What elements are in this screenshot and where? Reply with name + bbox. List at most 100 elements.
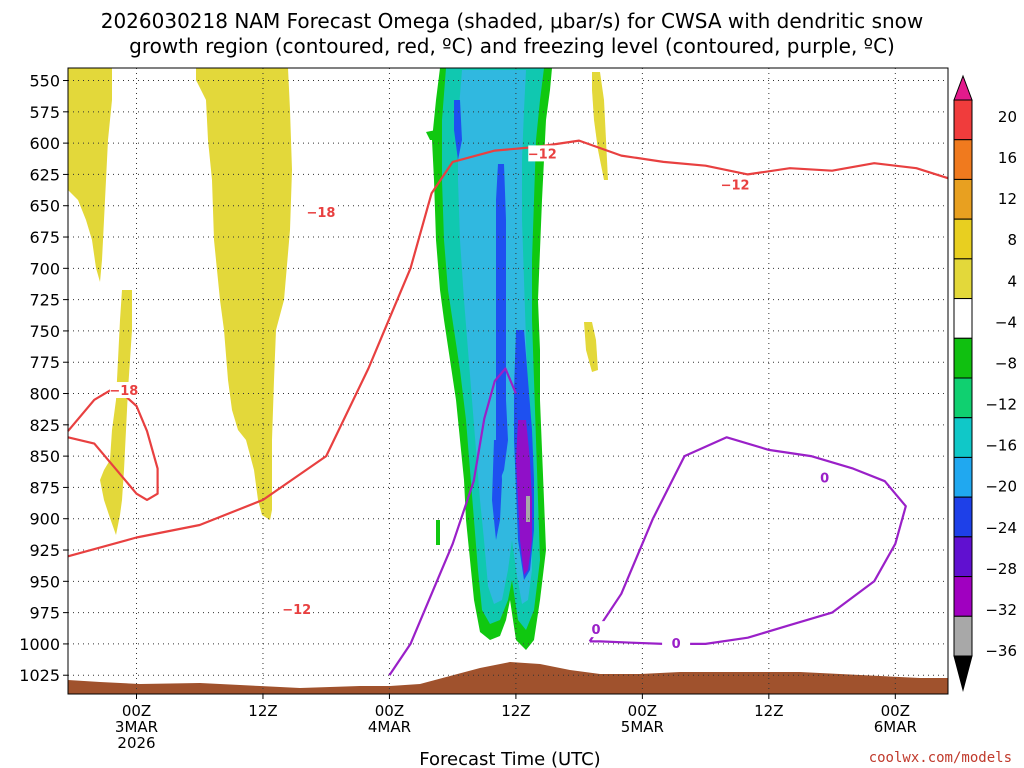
y-tick-label: 925: [29, 541, 60, 560]
colorbar-label: −12: [985, 396, 1017, 414]
y-tick-label: 625: [29, 165, 60, 184]
contour-label-bg: [306, 204, 335, 221]
contour-label-bg: [721, 176, 750, 193]
x-tick-label: 2026: [117, 734, 155, 752]
contour-label: −12: [282, 603, 311, 618]
colorbar-label: −28: [985, 560, 1017, 578]
y-tick-label: 550: [29, 72, 60, 91]
x-tick-label: 6MAR: [874, 718, 917, 736]
x-tick-label: 00Z: [881, 702, 910, 720]
y-tick-label: 775: [29, 353, 60, 372]
colorbar-label: 8: [1007, 231, 1017, 249]
contour-label: −12: [721, 179, 750, 194]
colorbar-label: −16: [985, 437, 1017, 455]
colorbar-label: 12: [998, 190, 1017, 208]
cyan-plume: [458, 70, 532, 604]
y-tick-label: 975: [29, 604, 60, 623]
omega-positive-shading: [68, 68, 608, 535]
contour-label: 0: [672, 637, 681, 652]
colorbar-label: 4: [1007, 272, 1017, 290]
contour-label-bg: [282, 601, 311, 618]
contour-label-bg: [810, 469, 839, 486]
plot-area: −18 −18 −12 −12 −12 0 0 0: [67, 67, 949, 695]
y-tick-label: 950: [29, 572, 60, 591]
y-tick-label: 600: [29, 134, 60, 153]
plot-frame: [67, 67, 949, 695]
colorbar-label: −4: [995, 313, 1017, 331]
contour-labels: −18 −18 −12 −12 −12 0 0 0: [109, 145, 839, 652]
colorbar-box: [953, 576, 973, 617]
colorbar-top-triangle: [953, 74, 973, 101]
x-tick-label: 00Z: [122, 702, 151, 720]
gray-core-mark: [526, 496, 530, 522]
y-tick-label: 850: [29, 447, 60, 466]
y-tick-label: 575: [29, 103, 60, 122]
yellow-region-center-right-top: [592, 72, 608, 180]
y-tick-label: 1000: [19, 635, 60, 654]
colorbar-box: [953, 298, 973, 339]
colorbar-label: 16: [998, 149, 1017, 167]
chart-title-line-1: 2026030218 NAM Forecast Omega (shaded, μ…: [101, 9, 924, 33]
y-tick-label: 725: [29, 291, 60, 310]
colorbar-label: −24: [985, 519, 1017, 537]
contour-freezing_0_left: [388, 367, 517, 676]
yellow-region-center-right-mid: [584, 322, 598, 372]
x-tick-label: 00Z: [628, 702, 657, 720]
colorbar-box: [953, 178, 973, 220]
contour-label-bg: [109, 382, 138, 399]
y-tick-label: 750: [29, 322, 60, 341]
x-tick-label: 5MAR: [621, 718, 664, 736]
blue-lower-left: [492, 440, 502, 540]
y-tick-label: 650: [29, 197, 60, 216]
contour-label-bg: [662, 634, 691, 651]
y-tick-label: 875: [29, 478, 60, 497]
y-tick-label: 800: [29, 385, 60, 404]
terrain-fill: [68, 662, 948, 694]
blue-upper-streak: [454, 100, 462, 160]
x-tick-label: 12Z: [754, 702, 783, 720]
colorbar-box: [953, 218, 973, 260]
colorbar-box: [953, 99, 973, 141]
blue-plume: [496, 164, 508, 480]
colorbar-box: [953, 456, 973, 498]
x-tick-label: 4MAR: [368, 718, 411, 736]
colorbar-box: [953, 139, 973, 180]
colorbar: 20 16 12 8 4 −4 −8 −12 −16 −20 −24 −28 −32 −36: [953, 74, 1017, 692]
contour-label: 0: [820, 472, 829, 487]
colorbar-box: [953, 615, 973, 657]
x-axis-label: Forecast Time (UTC): [419, 749, 600, 768]
contour-label-bg: [528, 145, 557, 162]
colorbar-box: [953, 496, 973, 538]
colorbar-box: [953, 337, 973, 379]
contour-label: −18: [109, 384, 138, 399]
contour-label: −18: [306, 206, 335, 221]
yellow-region-far-left: [68, 68, 112, 282]
gridlines: [68, 68, 948, 694]
omega-negative-shading: [426, 68, 552, 650]
credit-text: coolwx.com/models: [869, 750, 1012, 766]
yellow-region-tall-column: [196, 68, 292, 520]
purple-core: [516, 420, 532, 575]
colorbar-label: −8: [995, 354, 1017, 372]
green-blob-dot: [436, 520, 440, 545]
colorbar-label: 20: [998, 108, 1017, 126]
green-blob-small: [426, 130, 438, 140]
colorbar-box: [953, 536, 973, 578]
x-tick-label: 12Z: [501, 702, 530, 720]
y-tick-label: 825: [29, 416, 60, 435]
x-tick-label: 00Z: [375, 702, 404, 720]
contour-label: 0: [591, 623, 600, 638]
x-tick-label: 12Z: [248, 702, 277, 720]
y-tick-label: 900: [29, 510, 60, 529]
chart-title-line-2: growth region (contoured, red, ºC) and f…: [129, 34, 895, 58]
y-tick-label: 675: [29, 228, 60, 247]
x-tick-label: 3MAR: [115, 718, 158, 736]
contour-label: −12: [528, 147, 557, 162]
y-tick-label: 700: [29, 259, 60, 278]
yellow-region-left-strip: [100, 290, 132, 535]
y-tick-label: 1025: [19, 666, 60, 685]
colorbar-label: −32: [985, 601, 1017, 619]
colorbar-bottom-triangle: [953, 655, 973, 692]
